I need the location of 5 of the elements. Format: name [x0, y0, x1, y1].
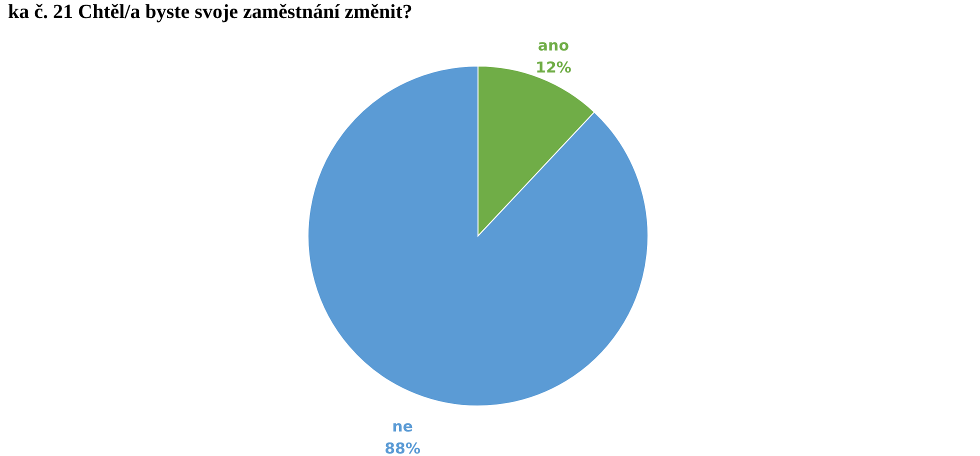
slice-label: ano — [538, 36, 570, 54]
slice-label: ne — [392, 418, 413, 436]
data-label: 12% — [536, 58, 572, 76]
chart-title: ka č. 21 Chtěl/a byste svoje zaměstnání změnit? — [8, 1, 412, 23]
data-label: 88% — [384, 440, 420, 456]
